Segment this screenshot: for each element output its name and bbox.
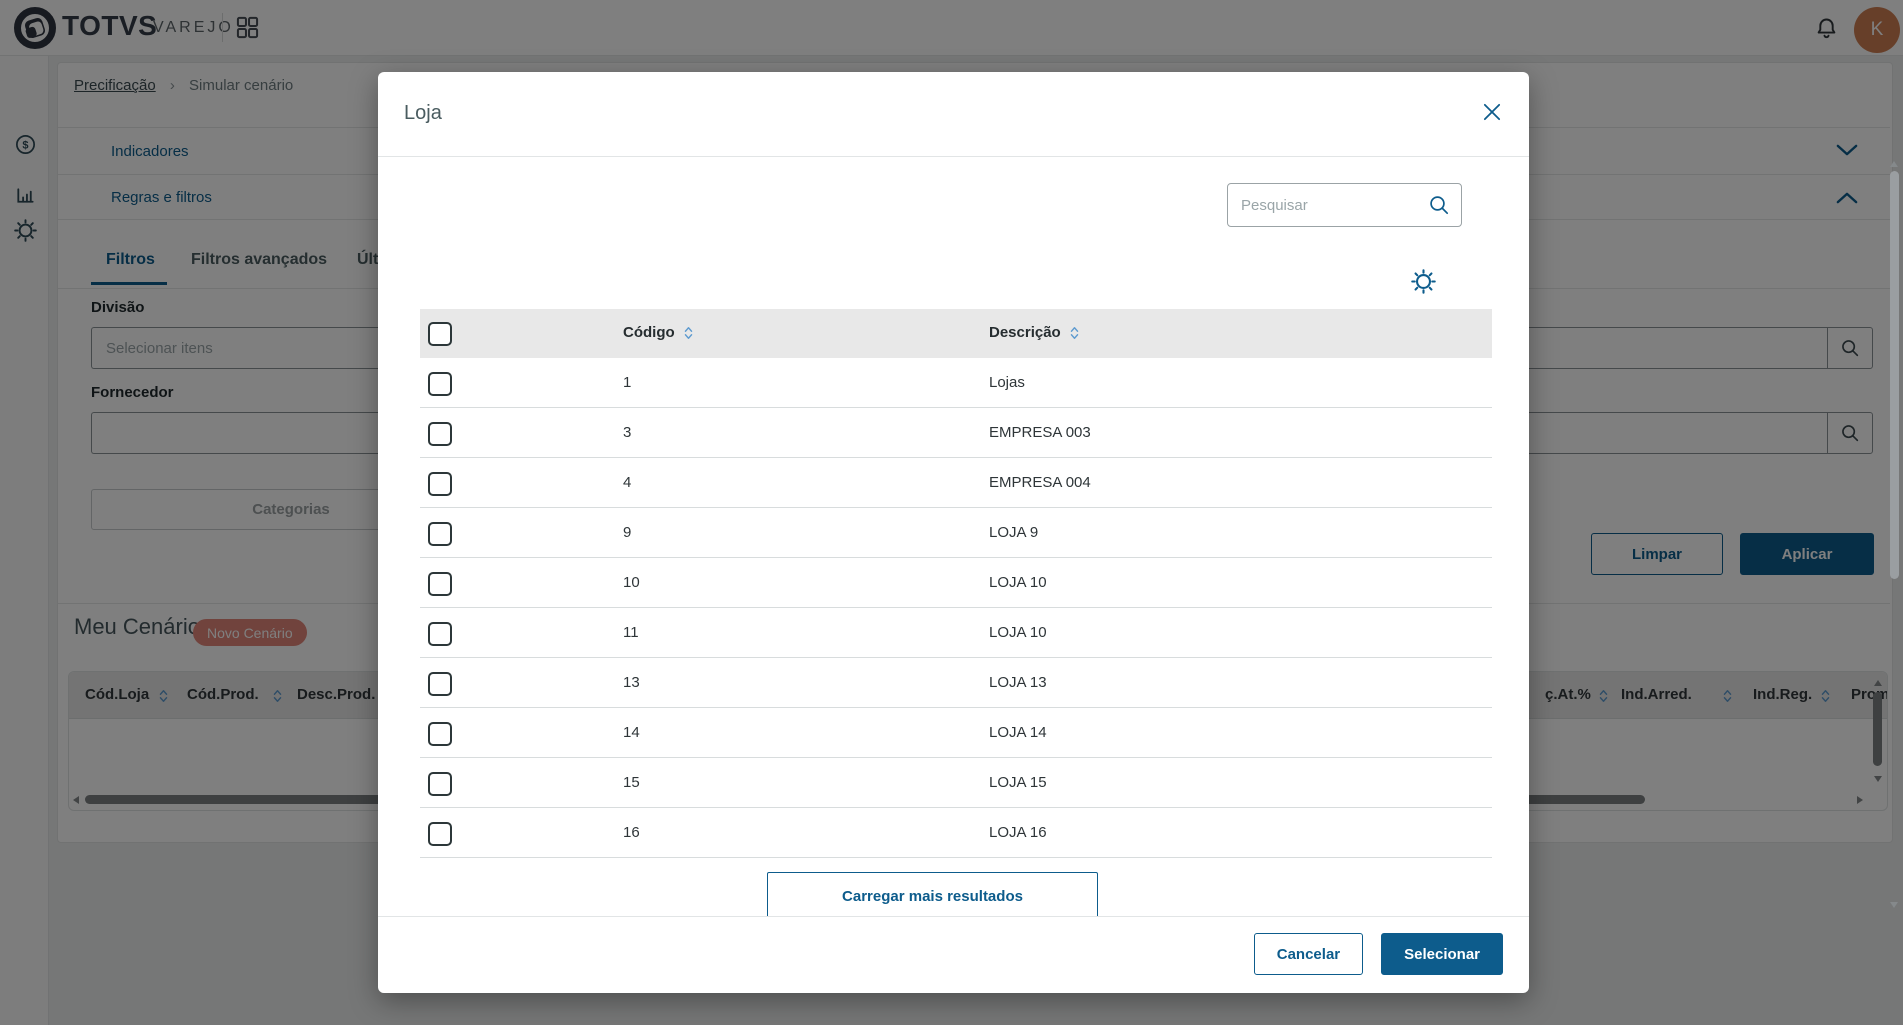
row-checkbox[interactable] — [428, 722, 452, 746]
table-row[interactable]: 4 EMPRESA 004 — [420, 458, 1492, 508]
table-row[interactable]: 10 LOJA 10 — [420, 558, 1492, 608]
modal-title: Loja — [404, 102, 442, 124]
row-checkbox[interactable] — [428, 522, 452, 546]
table-row[interactable]: 13 LOJA 13 — [420, 658, 1492, 708]
cell-codigo: 3 — [623, 424, 632, 441]
loja-modal: Loja Código — [378, 72, 1899, 993]
close-icon[interactable] — [1478, 99, 1506, 127]
col-descricao[interactable]: Descrição — [989, 324, 1079, 341]
cell-descricao: EMPRESA 003 — [989, 424, 1091, 441]
modal-search-input[interactable] — [1228, 196, 1427, 214]
cell-descricao: LOJA 9 — [989, 524, 1039, 541]
table-row[interactable]: 3 EMPRESA 003 — [420, 408, 1492, 458]
cancelar-button[interactable]: Cancelar — [1253, 933, 1364, 975]
loja-table: Código Descrição 1 Lojas 3 EMP — [420, 309, 1492, 858]
cell-descricao: LOJA 13 — [989, 674, 1047, 691]
scroll-down-arrow[interactable] — [1890, 902, 1898, 908]
search-icon[interactable] — [1427, 193, 1451, 217]
cell-descricao: LOJA 14 — [989, 724, 1047, 741]
table-row[interactable]: 14 LOJA 14 — [420, 708, 1492, 758]
cell-codigo: 13 — [623, 674, 640, 691]
select-all-checkbox[interactable] — [428, 322, 452, 346]
cell-codigo: 1 — [623, 374, 632, 391]
scroll-up-arrow[interactable] — [1890, 161, 1898, 167]
row-checkbox[interactable] — [428, 372, 452, 396]
table-settings-gear-icon[interactable] — [1411, 269, 1436, 297]
col-codigo[interactable]: Código — [623, 324, 693, 341]
loja-table-header: Código Descrição — [420, 309, 1492, 358]
table-row[interactable]: 15 LOJA 15 — [420, 758, 1492, 808]
cell-descricao: LOJA 16 — [989, 824, 1047, 841]
col-codigo-label: Código — [623, 324, 675, 341]
scrollbar-thumb[interactable] — [1890, 171, 1899, 579]
table-row[interactable]: 9 LOJA 9 — [420, 508, 1492, 558]
cell-codigo: 14 — [623, 724, 640, 741]
cell-codigo: 9 — [623, 524, 632, 541]
selecionar-button[interactable]: Selecionar — [1381, 933, 1503, 975]
cell-descricao: LOJA 15 — [989, 774, 1047, 791]
cell-codigo: 15 — [623, 774, 640, 791]
col-descricao-label: Descrição — [989, 324, 1061, 341]
row-checkbox[interactable] — [428, 472, 452, 496]
cell-descricao: LOJA 10 — [989, 624, 1047, 641]
cell-descricao: LOJA 10 — [989, 574, 1047, 591]
cell-codigo: 4 — [623, 474, 632, 491]
modal-scrollbar[interactable] — [1888, 158, 1902, 913]
load-more-button[interactable]: Carregar mais resultados — [767, 872, 1098, 916]
table-row[interactable]: 1 Lojas — [420, 358, 1492, 408]
row-checkbox[interactable] — [428, 822, 452, 846]
modal-search-field — [1227, 183, 1462, 227]
row-checkbox[interactable] — [428, 422, 452, 446]
table-row[interactable]: 11 LOJA 10 — [420, 608, 1492, 658]
cell-descricao: EMPRESA 004 — [989, 474, 1091, 491]
row-checkbox[interactable] — [428, 672, 452, 696]
sort-icon — [684, 326, 692, 339]
row-checkbox[interactable] — [428, 572, 452, 596]
modal-footer: Cancelar Selecionar — [378, 915, 1529, 993]
sort-icon — [1070, 326, 1078, 339]
cell-descricao: Lojas — [989, 374, 1025, 391]
table-row[interactable]: 16 LOJA 16 — [420, 808, 1492, 858]
row-checkbox[interactable] — [428, 622, 452, 646]
row-checkbox[interactable] — [428, 772, 452, 796]
cell-codigo: 11 — [623, 624, 639, 641]
modal-body: Código Descrição 1 Lojas 3 EMP — [378, 156, 1529, 917]
cell-codigo: 10 — [623, 574, 640, 591]
cell-codigo: 16 — [623, 824, 640, 841]
